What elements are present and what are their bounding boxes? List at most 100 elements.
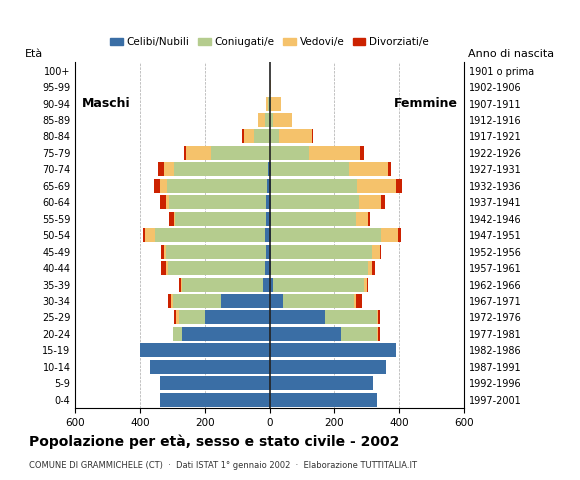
Bar	[160, 376, 270, 390]
Text: Maschi: Maschi	[82, 97, 130, 110]
Bar	[270, 261, 271, 275]
Bar	[372, 245, 380, 259]
Bar	[357, 179, 396, 193]
Bar	[270, 162, 271, 176]
Bar	[179, 277, 180, 291]
Bar	[273, 113, 292, 127]
Bar	[179, 311, 205, 324]
Bar	[270, 80, 271, 94]
Bar	[270, 130, 280, 144]
Bar	[270, 179, 271, 193]
Bar	[169, 212, 173, 226]
Bar	[271, 162, 349, 176]
Bar	[271, 96, 281, 110]
Bar	[382, 195, 385, 209]
Bar	[271, 228, 382, 242]
Bar	[265, 261, 270, 275]
Bar	[268, 162, 270, 176]
Bar	[271, 245, 372, 259]
Bar	[380, 245, 382, 259]
Bar	[368, 261, 372, 275]
Bar	[398, 228, 401, 242]
Bar	[174, 162, 268, 176]
Bar	[182, 327, 270, 341]
Bar	[166, 179, 267, 193]
Bar	[173, 327, 182, 341]
Bar	[161, 261, 166, 275]
Bar	[368, 212, 370, 226]
Bar	[266, 195, 270, 209]
Bar	[268, 96, 270, 110]
Bar	[143, 228, 145, 242]
Bar	[396, 179, 403, 193]
Bar	[160, 393, 270, 407]
Bar	[173, 294, 221, 308]
Bar	[271, 261, 368, 275]
Bar	[166, 195, 169, 209]
Bar	[270, 245, 271, 259]
Bar	[356, 212, 368, 226]
Bar	[244, 130, 253, 144]
Bar	[354, 294, 356, 308]
Bar	[325, 311, 376, 324]
Bar	[270, 360, 386, 374]
Bar	[263, 277, 270, 291]
Bar	[221, 294, 270, 308]
Bar	[212, 146, 270, 160]
Bar	[270, 294, 282, 308]
Bar	[270, 327, 341, 341]
Bar	[378, 311, 380, 324]
Bar	[364, 277, 367, 291]
Bar	[273, 277, 364, 291]
Bar	[173, 212, 175, 226]
Bar	[171, 294, 173, 308]
Bar	[165, 162, 174, 176]
Bar	[270, 195, 271, 209]
Bar	[182, 277, 263, 291]
Bar	[270, 212, 271, 226]
Bar	[169, 195, 266, 209]
Bar	[312, 130, 313, 144]
Bar	[270, 393, 376, 407]
Bar	[161, 245, 165, 259]
Bar	[186, 146, 212, 160]
Bar	[266, 212, 270, 226]
Bar	[309, 146, 360, 160]
Bar	[270, 311, 325, 324]
Bar	[160, 179, 166, 193]
Bar	[253, 130, 270, 144]
Text: Femmine: Femmine	[393, 97, 458, 110]
Bar	[376, 311, 378, 324]
Bar	[266, 245, 270, 259]
Bar	[174, 311, 176, 324]
Bar	[378, 327, 380, 341]
Text: COMUNE DI GRAMMICHELE (CT)  ·  Dati ISTAT 1° gennaio 2002  ·  Elaborazione TUTTI: COMUNE DI GRAMMICHELE (CT) · Dati ISTAT …	[29, 461, 417, 470]
Text: Anno di nascita: Anno di nascita	[468, 49, 554, 59]
Bar	[376, 327, 378, 341]
Bar	[271, 195, 359, 209]
Bar	[360, 146, 364, 160]
Bar	[165, 245, 166, 259]
Bar	[280, 130, 312, 144]
Bar	[271, 179, 357, 193]
Bar	[270, 146, 309, 160]
Bar	[266, 96, 268, 110]
Bar	[154, 179, 160, 193]
Bar	[270, 376, 374, 390]
Bar	[158, 162, 165, 176]
Bar	[166, 261, 168, 275]
Bar	[271, 212, 356, 226]
Bar	[270, 228, 271, 242]
Bar	[258, 113, 265, 127]
Bar	[160, 195, 166, 209]
Bar	[140, 343, 270, 358]
Bar	[166, 245, 266, 259]
Bar	[176, 311, 179, 324]
Bar	[267, 179, 270, 193]
Bar	[270, 343, 396, 358]
Bar	[372, 261, 375, 275]
Bar	[367, 277, 368, 291]
Bar	[145, 228, 155, 242]
Bar	[349, 162, 388, 176]
Bar	[265, 113, 270, 127]
